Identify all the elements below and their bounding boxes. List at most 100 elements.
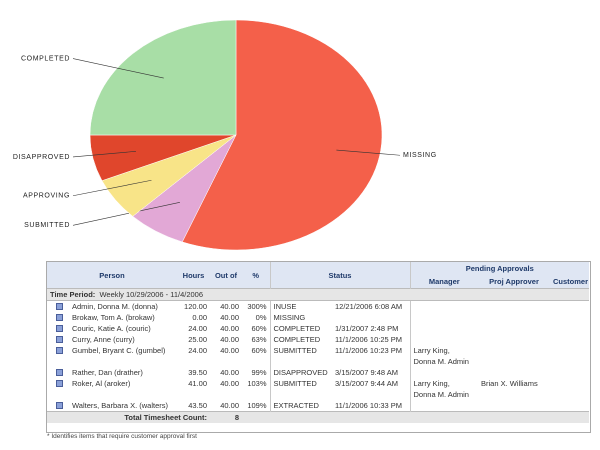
pct: 109%: [247, 401, 267, 410]
manager-line: Larry King,: [413, 346, 450, 355]
customer: [550, 323, 589, 334]
date: 11/1/2006 10:33 PM: [335, 401, 402, 410]
timesheet-icon[interactable]: [56, 336, 63, 343]
time-period-label: Time Period:: [50, 290, 96, 299]
out-of: 40.00: [220, 302, 239, 311]
person-cell: Roker, Al (aroker): [47, 378, 177, 400]
pie-slice: [181, 19, 383, 251]
person: Rather, Dan (drather): [72, 368, 143, 377]
header-manager: Manager: [409, 274, 479, 289]
timesheet-icon[interactable]: [56, 325, 63, 332]
header-row: Person Hours Out of% Status Pending Approval…: [47, 262, 590, 289]
hours: 24.00: [188, 324, 207, 333]
data-row: Curry, Anne (curry) 25.00 40.00 63% COMPLETE…: [47, 334, 589, 345]
leader-line: [72, 179, 152, 197]
hours: 24.00: [188, 346, 207, 355]
customer: [550, 367, 589, 378]
customer: [550, 345, 589, 367]
timesheet-icon[interactable]: [56, 303, 63, 310]
customer: [550, 301, 589, 313]
manager-line: Larry King,: [413, 379, 450, 388]
cell: [478, 367, 550, 378]
cell: [242, 411, 590, 423]
timesheet-icon[interactable]: [56, 347, 63, 354]
person: Brokaw, Tom A. (brokaw): [72, 313, 155, 322]
data-row: Brokaw, Tom A. (brokaw) 0.00 40.00 0% MISSIN…: [47, 312, 589, 323]
hours: 41.00: [188, 379, 207, 388]
cell: [478, 334, 550, 345]
person-cell: Walters, Barbara X. (walters): [47, 400, 177, 412]
pct: 63%: [251, 335, 267, 344]
status: SUBMITTED: [269, 378, 332, 400]
table-frame: [46, 261, 591, 433]
timesheet-icon[interactable]: [56, 369, 63, 376]
pie-chart: MISSING SUBMITTED APPROVING DISAPPROVED COMP…: [13, 19, 437, 251]
header-customer: Customer: [550, 274, 590, 289]
leader-line: [336, 149, 401, 156]
status: SUBMITTED: [269, 345, 332, 367]
pct: 60%: [251, 346, 267, 355]
header-person: Person: [47, 262, 177, 289]
cell: [478, 312, 550, 323]
status: COMPLETED: [269, 334, 332, 345]
out-of: 40.00: [220, 324, 239, 333]
pct: 103%: [247, 379, 267, 388]
pct: 300%: [247, 302, 267, 311]
person-cell: Curry, Anne (curry): [47, 334, 177, 345]
customer: [550, 400, 589, 412]
total-label: Total Timesheet Count:: [47, 411, 210, 423]
data-row: Couric, Katie A. (couric) 24.00 40.00 60% CO…: [47, 323, 589, 334]
out-of: 40.00: [220, 401, 239, 410]
customer: [550, 312, 589, 323]
status: COMPLETED: [269, 323, 332, 334]
time-period-row: Time Period: Weekly 10/29/2006 - 11/4/20…: [47, 288, 590, 301]
data-row: Gumbel, Bryant C. (gumbel) 24.00 40.00 60% S…: [47, 345, 589, 367]
person: Curry, Anne (curry): [72, 335, 135, 344]
cell: [478, 345, 550, 367]
person: Roker, Al (aroker): [72, 379, 131, 388]
date: 11/1/2006 10:25 PM: [335, 335, 402, 344]
status: DISAPPROVED: [269, 367, 332, 378]
slice-label: SUBMITTED: [24, 222, 70, 229]
timesheet-table: Person Hours Out of% Status Pending Approval…: [47, 262, 590, 423]
date: 1/31/2007 2:48 PM: [335, 324, 399, 333]
slice-label: DISAPPROVED: [13, 154, 70, 161]
proj-approver: Brian X. Williams: [481, 379, 538, 388]
manager: [409, 323, 479, 334]
header-out-of: Out of: [210, 262, 242, 289]
hours: 120.00: [184, 302, 207, 311]
data-row: Walters, Barbara X. (walters) 43.50 40.00 1…: [47, 400, 589, 412]
person-cell: Brokaw, Tom A. (brokaw): [47, 312, 177, 323]
manager: [409, 300, 479, 312]
person: Couric, Katie A. (couric): [72, 324, 151, 333]
out-of: 40.00: [220, 368, 239, 377]
leader-line: [72, 201, 180, 226]
timesheet-icon[interactable]: [56, 402, 63, 409]
leader-line: [72, 151, 136, 158]
person: Walters, Barbara X. (walters): [72, 401, 168, 410]
cell: [478, 323, 550, 334]
timesheet-icon[interactable]: [56, 314, 63, 321]
header-pct: %: [242, 262, 270, 289]
cell: [332, 312, 410, 323]
footnote: * Identifies items that require customer…: [47, 433, 197, 440]
header-hours: Hours: [177, 262, 210, 289]
manager: [409, 334, 479, 345]
time-period: Time Period: Weekly 10/29/2006 - 11/4/20…: [47, 288, 590, 301]
date: 11/1/2006 10:23 PM: [335, 346, 402, 355]
person-cell: Admin, Donna M. (donna): [47, 301, 177, 313]
hours: 0.00: [192, 313, 207, 322]
slice-label: MISSING: [403, 152, 437, 159]
cell: [478, 400, 550, 412]
status: EXTRACTED: [269, 400, 332, 412]
hours: 25.00: [188, 335, 207, 344]
out-of: 40.00: [220, 313, 239, 322]
out-of: 40.00: [220, 379, 239, 388]
header-status: Status: [269, 262, 411, 289]
pie-slice: [89, 19, 237, 136]
total-row: Total Timesheet Count: 8: [47, 411, 590, 423]
timesheet-icon[interactable]: [56, 380, 63, 387]
cell: [478, 301, 550, 313]
slice-label: APPROVING: [23, 193, 70, 200]
manager: [409, 400, 479, 412]
